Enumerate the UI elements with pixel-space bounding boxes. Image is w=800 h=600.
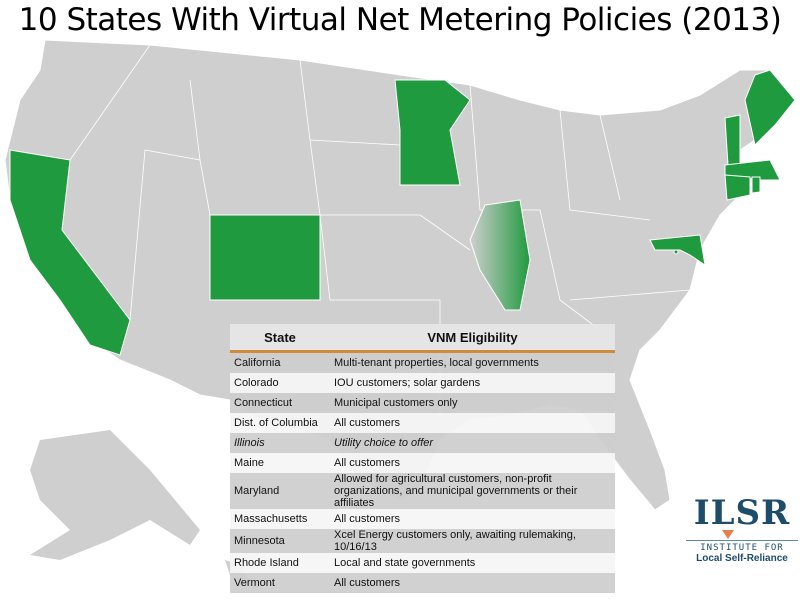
logo-line1: INSTITUTE FOR	[700, 543, 784, 553]
eligibility-cell: Municipal customers only	[330, 393, 615, 413]
policy-states	[9, 69, 796, 356]
eligibility-cell: Utility choice to offer	[330, 433, 615, 453]
logo-triangle-icon	[722, 530, 734, 539]
state-illinois	[469, 199, 531, 311]
state-cell: Dist. of Columbia	[230, 413, 330, 433]
table-row: Maryland Allowed for agricultural custome…	[230, 473, 615, 509]
alaska	[30, 430, 200, 560]
state-maine	[744, 69, 796, 146]
header-state: State	[230, 324, 330, 353]
state-cell: Maine	[230, 453, 330, 473]
state-cell: Vermont	[230, 573, 330, 593]
eligibility-cell: Multi-tenant properties, local governmen…	[330, 351, 615, 373]
state-vermont	[724, 114, 741, 166]
state-cell: Rhode Island	[230, 553, 330, 573]
table-row: Maine All customers	[230, 453, 615, 473]
state-massachusetts	[724, 159, 781, 181]
table-row: Illinois Utility choice to offer	[230, 433, 615, 453]
state-cell: Illinois	[230, 433, 330, 453]
eligibility-cell: All customers	[330, 509, 615, 529]
logo-line2: Local Self-Reliance	[696, 553, 788, 564]
eligibility-cell: Local and state governments	[330, 553, 615, 573]
map-title: 10 States With Virtual Net Metering Poli…	[18, 2, 782, 38]
state-minnesota	[394, 79, 471, 186]
table-row: Massachusetts All customers	[230, 509, 615, 529]
eligibility-cell: Xcel Energy customers only, awaiting rul…	[330, 529, 615, 553]
logo-mark: ILSR	[693, 493, 791, 533]
eligibility-cell: All customers	[330, 413, 615, 433]
header-eligibility: VNM Eligibility	[330, 324, 615, 353]
table-row: Rhode Island Local and state governments	[230, 553, 615, 573]
state-cell: California	[230, 351, 330, 373]
eligibility-cell: All customers	[330, 453, 615, 473]
state-rhode-island	[751, 176, 761, 194]
state-colorado	[209, 214, 321, 301]
state-cell: Massachusetts	[230, 509, 330, 529]
table-row: Connecticut Municipal customers only	[230, 393, 615, 413]
table-row: Vermont All customers	[230, 573, 615, 593]
table-row: California Multi-tenant properties, local…	[230, 351, 615, 373]
state-cell: Colorado	[230, 373, 330, 393]
ilsr-logo: ILSR INSTITUTE FOR Local Self-Reliance	[684, 494, 800, 564]
state-california	[9, 149, 131, 356]
table-row: Dist. of Columbia All customers	[230, 413, 615, 433]
eligibility-cell: Allowed for agricultural customers, non-…	[330, 473, 615, 509]
table-row: Colorado IOU customers; solar gardens	[230, 373, 615, 393]
state-cell: Minnesota	[230, 529, 330, 553]
eligibility-cell: All customers	[330, 573, 615, 593]
state-cell: Connecticut	[230, 393, 330, 413]
state-dc	[673, 249, 679, 255]
state-cell: Maryland	[230, 473, 330, 509]
state-connecticut	[724, 174, 751, 201]
table-row: Minnesota Xcel Energy customers only, awa…	[230, 529, 615, 553]
eligibility-cell: IOU customers; solar gardens	[330, 373, 615, 393]
vnm-eligibility-table: State VNM Eligibility California Multi-te…	[230, 324, 615, 593]
